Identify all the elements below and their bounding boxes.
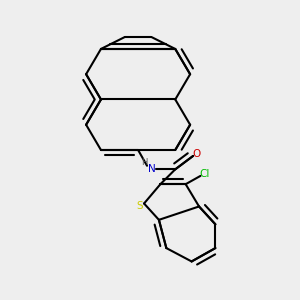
Text: O: O	[193, 148, 201, 159]
Text: H: H	[141, 158, 147, 167]
Text: N: N	[148, 164, 155, 174]
Text: Cl: Cl	[200, 169, 210, 179]
Text: S: S	[136, 202, 143, 212]
